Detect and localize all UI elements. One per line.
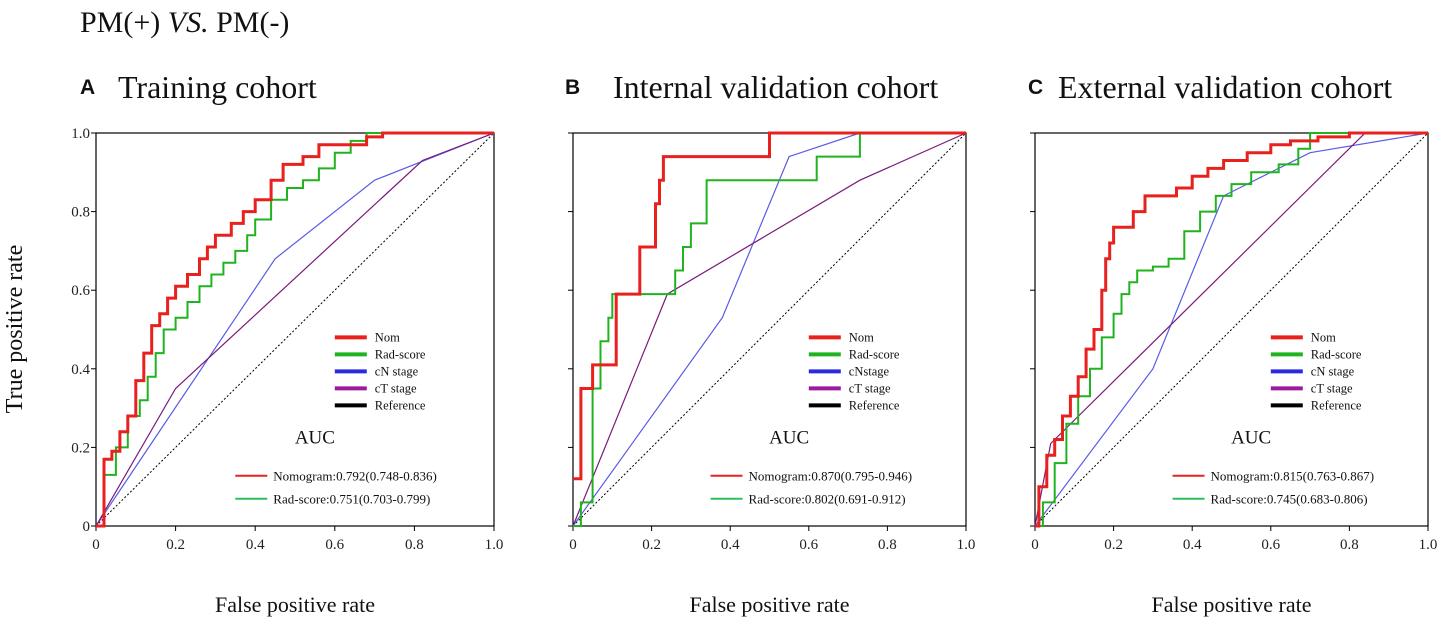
y-tick-label: 0.8 <box>71 205 90 221</box>
auc-label: Nomogram:0.870(0.795-0.946) <box>749 469 913 484</box>
series-rad-score <box>96 132 494 527</box>
legend-label: cN stage <box>375 364 419 378</box>
legend-label: Rad-score <box>375 347 426 361</box>
x-tick-label: 0.8 <box>405 537 424 553</box>
auc-label: Rad-score:0.802(0.691-0.912) <box>749 492 906 507</box>
figure-title: PM(+) VS. PM(-) <box>80 6 289 39</box>
series-reference <box>1034 132 1429 527</box>
legend-label: cNstage <box>849 364 890 378</box>
x-tick-label: 0.4 <box>246 537 265 553</box>
x-tick-label: 0.8 <box>1340 537 1359 553</box>
panel-title: Training cohort <box>118 69 317 105</box>
legend-label: Nom <box>375 330 400 344</box>
panel-letter: C <box>1028 76 1043 99</box>
legend-label: Reference <box>1311 398 1362 412</box>
series-rad-score <box>1035 132 1428 527</box>
x-tick-label: 0.6 <box>325 537 344 553</box>
panel-a: A Training cohort 0 0.2 0.4 0.6 0.8 1.0 0 0.2 0.4 0… <box>71 69 503 617</box>
auc-title: AUC <box>1231 427 1271 448</box>
legend-label: Reference <box>375 398 426 412</box>
x-axis-label: False positive rate <box>215 592 375 617</box>
x-tick-label: 0.8 <box>878 537 897 553</box>
auc-label: Rad-score:0.745(0.683-0.806) <box>1211 492 1368 507</box>
x-tick-label: 0 <box>92 537 100 553</box>
legend-label: cN stage <box>1311 364 1355 378</box>
x-tick-label: 0.2 <box>642 537 661 553</box>
auc-title: AUC <box>295 427 335 448</box>
y-tick-label: 0.4 <box>71 362 90 378</box>
x-tick-label: 0.4 <box>721 537 740 553</box>
series-ct-stage <box>95 132 495 527</box>
panel-title: External validation cohort <box>1058 69 1392 105</box>
legend-label: cT stage <box>849 381 891 395</box>
shared-y-axis-label: True positive rate <box>2 245 28 413</box>
legend-label: Rad-score <box>1311 347 1362 361</box>
panel-title: Internal validation cohort <box>613 69 938 105</box>
auc-title: AUC <box>769 427 809 448</box>
x-tick-label: 0.2 <box>1104 537 1123 553</box>
series-reference <box>572 132 967 527</box>
panel-b: B Internal validation cohort 0 0.2 0.4 0.6 0.8… <box>565 69 975 617</box>
x-tick-label: 1.0 <box>1419 537 1438 553</box>
panel-c: C External validation cohort 0 0.2 0.4 0.6 0.8… <box>1028 69 1437 617</box>
plot-frame <box>95 132 495 527</box>
legend-label: cT stage <box>1311 381 1353 395</box>
x-tick-label: 0.6 <box>1261 537 1280 553</box>
x-axis-label: False positive rate <box>689 592 849 617</box>
y-tick-label: 0 <box>83 519 91 535</box>
legend-label: Reference <box>849 398 900 412</box>
x-tick-label: 0.4 <box>1183 537 1202 553</box>
legend-label: Nom <box>849 330 874 344</box>
x-axis-label: False positive rate <box>1151 592 1311 617</box>
y-tick-label: 0.6 <box>71 283 90 299</box>
series-nom <box>96 131 494 528</box>
legend-label: Nom <box>1311 330 1336 344</box>
x-tick-label: 1.0 <box>485 537 504 553</box>
legend-label: cT stage <box>375 381 417 395</box>
y-tick-label: 0.2 <box>71 440 90 456</box>
series-ct-stage <box>572 132 967 527</box>
plot-frame <box>1034 132 1429 527</box>
auc-label: Rad-score:0.751(0.703-0.799) <box>273 492 430 507</box>
y-tick-label: 1.0 <box>71 126 90 142</box>
x-tick-label: 0 <box>569 537 577 553</box>
auc-label: Nomogram:0.792(0.748-0.836) <box>273 469 437 484</box>
series-nom <box>573 131 966 481</box>
panel-letter: B <box>565 76 580 99</box>
auc-label: Nomogram:0.815(0.763-0.867) <box>1211 469 1375 484</box>
x-tick-label: 0 <box>1031 537 1039 553</box>
x-tick-label: 1.0 <box>957 537 976 553</box>
series-nom <box>1035 131 1428 528</box>
x-tick-label: 0.6 <box>799 537 818 553</box>
series-reference <box>95 132 495 527</box>
series-cn-stage <box>95 132 495 527</box>
legend-label: Rad-score <box>849 347 900 361</box>
panel-letter: A <box>80 76 95 99</box>
x-tick-label: 0.2 <box>166 537 185 553</box>
